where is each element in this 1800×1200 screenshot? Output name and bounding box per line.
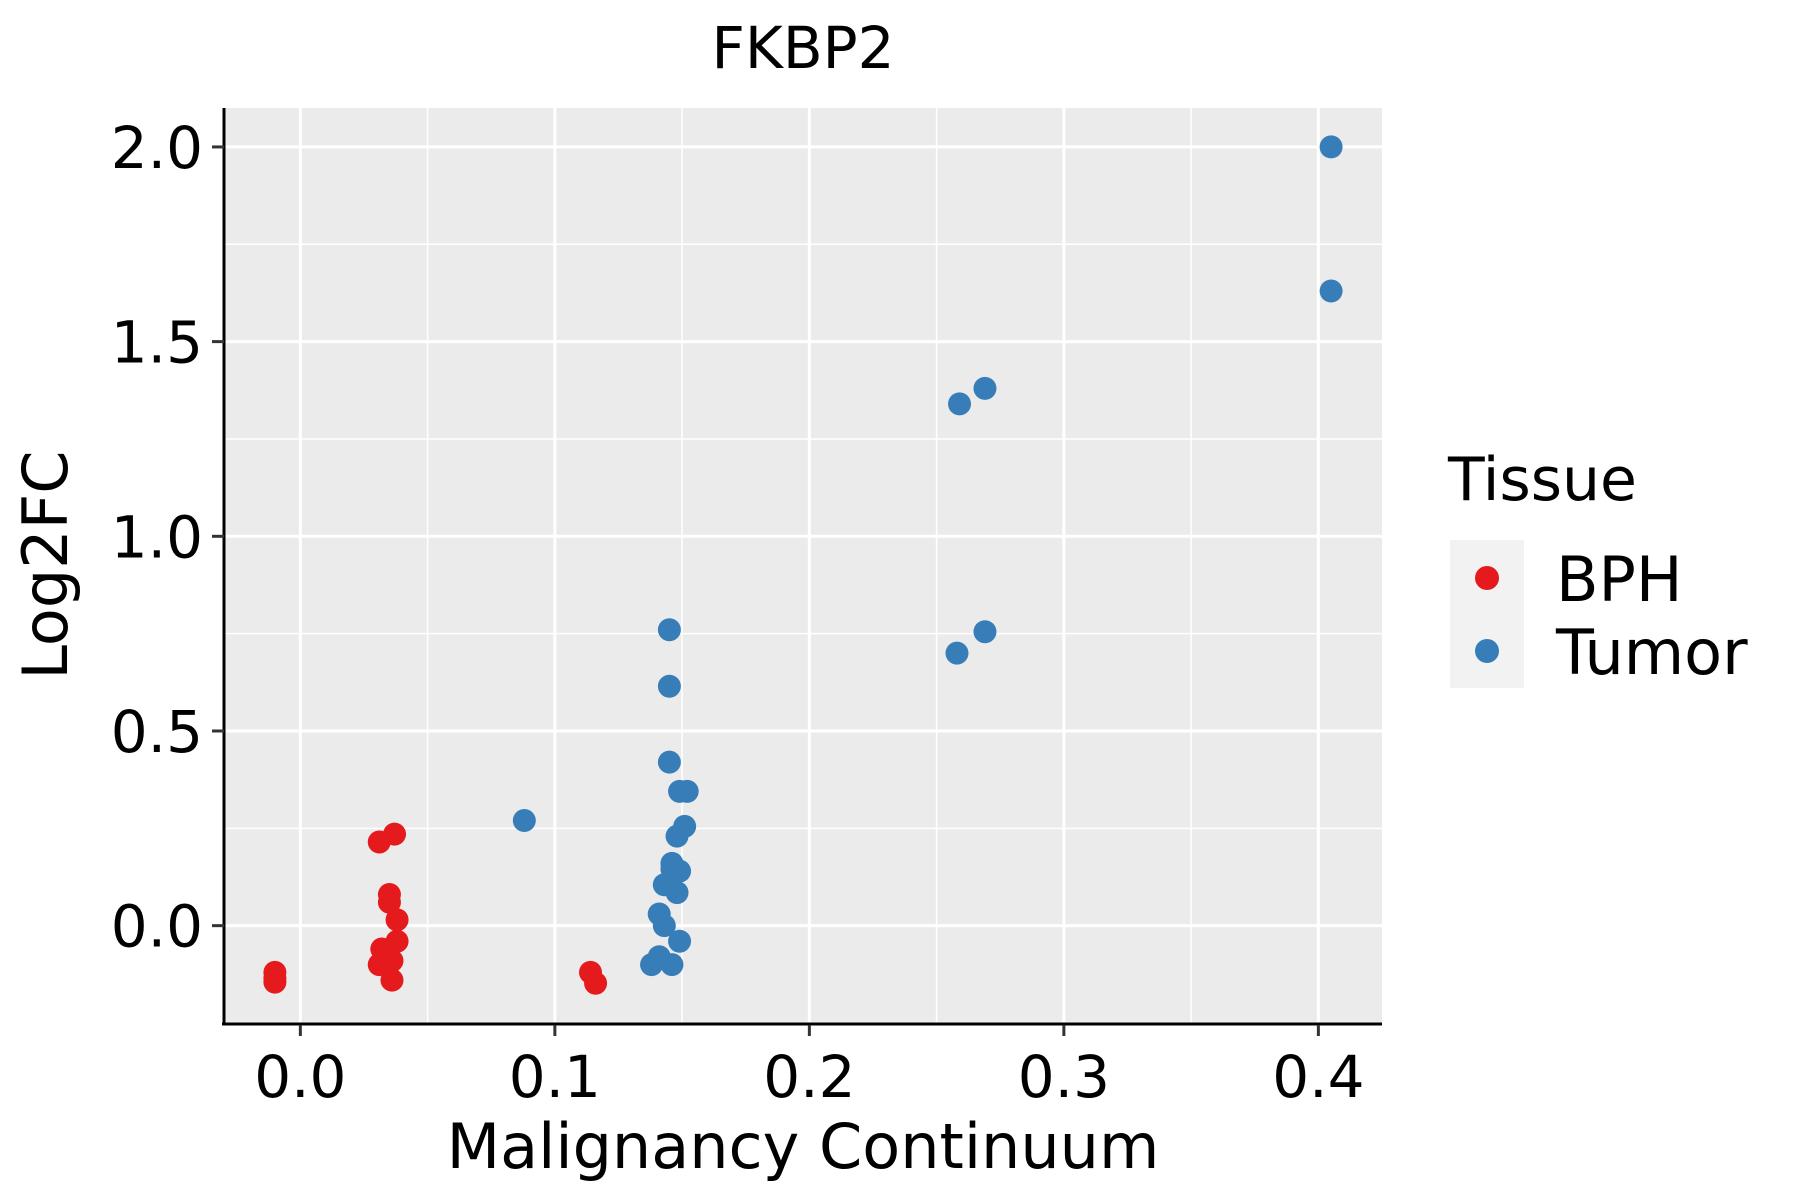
point-tumor xyxy=(657,674,681,698)
point-tumor xyxy=(948,392,972,416)
y-tick-label: 1.5 xyxy=(111,309,203,377)
x-tick-label: 0.2 xyxy=(763,1043,855,1111)
point-tumor xyxy=(973,376,997,400)
legend-label-bph: BPH xyxy=(1556,543,1683,616)
x-tick-label: 0.3 xyxy=(1018,1043,1110,1111)
grid-lines xyxy=(224,108,1382,1024)
legend: Tissue BPH Tumor xyxy=(1447,445,1748,689)
point-tumor xyxy=(512,809,536,833)
point-tumor xyxy=(652,914,676,938)
point-tumor xyxy=(657,750,681,774)
legend-key-background xyxy=(1450,540,1524,688)
point-tumor xyxy=(665,824,689,848)
point-bph xyxy=(383,822,407,846)
point-bph xyxy=(263,970,287,994)
x-tick-label: 0.0 xyxy=(254,1043,346,1111)
y-tick-label: 0.5 xyxy=(111,698,203,766)
x-tick-label: 0.4 xyxy=(1272,1043,1364,1111)
y-axis-title: Log2FC xyxy=(9,450,82,679)
point-bph xyxy=(385,908,409,932)
x-tick-label: 0.1 xyxy=(509,1043,601,1111)
point-tumor xyxy=(657,618,681,642)
data-points xyxy=(263,135,1343,995)
y-tick-label: 0.0 xyxy=(111,893,203,961)
point-bph xyxy=(584,971,608,995)
y-tick-label: 1.0 xyxy=(111,503,203,571)
point-bph xyxy=(380,968,404,992)
point-tumor xyxy=(973,620,997,644)
point-tumor xyxy=(1319,279,1343,303)
point-tumor xyxy=(660,953,684,977)
point-bph xyxy=(377,890,401,914)
point-bph xyxy=(380,949,404,973)
axis-ticks: 0.0 0.1 0.2 0.3 0.4 0.0 0.5 1.0 1.5 2.0 xyxy=(111,114,1365,1111)
y-tick-label: 2.0 xyxy=(111,114,203,182)
plot-panel xyxy=(224,108,1382,1023)
x-axis-title: Malignancy Continuum xyxy=(447,1110,1160,1183)
point-tumor xyxy=(675,779,699,803)
point-tumor xyxy=(665,881,689,905)
point-tumor xyxy=(1319,135,1343,159)
point-tumor xyxy=(668,929,692,953)
legend-label-tumor: Tumor xyxy=(1555,616,1748,689)
point-tumor xyxy=(640,953,664,977)
legend-key-tumor xyxy=(1475,639,1499,663)
chart-title: FKBP2 xyxy=(711,14,894,82)
point-tumor xyxy=(945,641,969,665)
point-tumor xyxy=(668,859,692,883)
legend-title: Tissue xyxy=(1447,445,1637,515)
legend-key-bph xyxy=(1475,566,1499,590)
